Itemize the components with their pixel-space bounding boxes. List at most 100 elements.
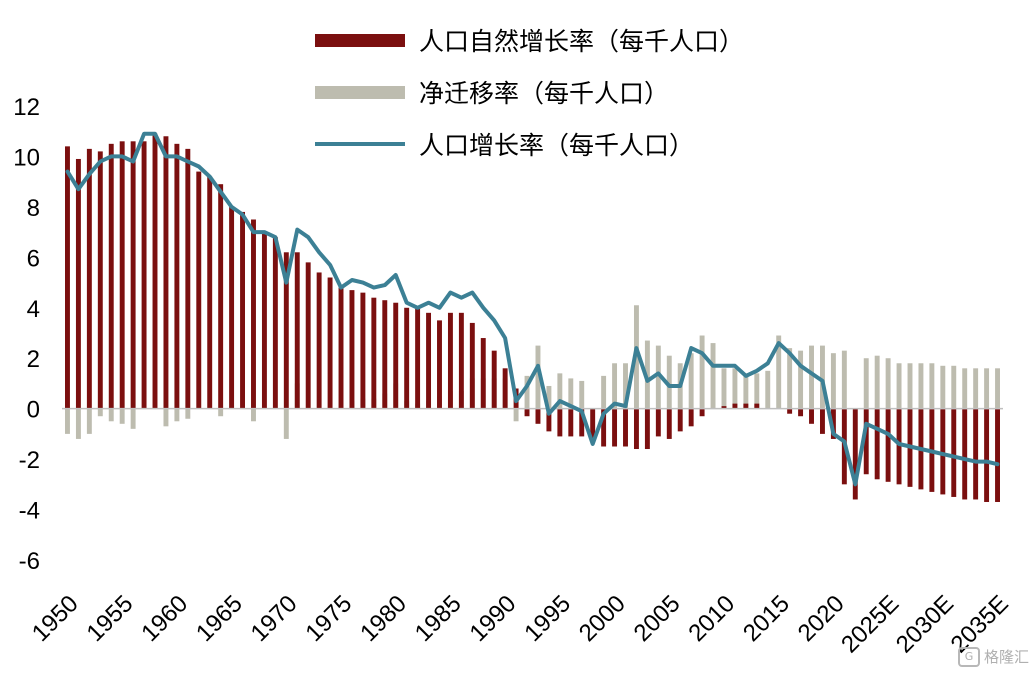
x-tick-label: 1990: [465, 590, 522, 647]
x-tick-label: 1965: [191, 590, 248, 647]
y-tick-label: -6: [19, 548, 40, 575]
natural-growth-bar: [743, 403, 749, 409]
natural-growth-bar: [623, 408, 628, 447]
natural-growth-bar: [644, 408, 650, 450]
watermark-text: 格隆汇: [983, 648, 1029, 666]
natural-growth-bar: [655, 408, 661, 437]
natural-growth-bar: [798, 408, 804, 417]
natural-growth-bar: [633, 408, 639, 450]
net-migration-bar: [710, 343, 716, 409]
net-migration-bar: [776, 335, 782, 409]
natural-growth-bar: [940, 408, 946, 495]
legend-swatch-net-migration: [315, 85, 405, 99]
net-migration-bar: [655, 345, 661, 409]
net-migration-bar: [535, 345, 541, 409]
legend-item-population-growth: 人口增长率（每千人口）: [315, 118, 744, 170]
natural-growth-bar: [874, 408, 880, 480]
net-migration-bar: [65, 408, 70, 434]
natural-growth-bar: [601, 408, 607, 447]
x-tick-label: 2000: [574, 590, 631, 647]
natural-growth-bar: [283, 252, 289, 409]
natural-growth-bar: [65, 146, 70, 409]
natural-growth-bar: [787, 408, 793, 414]
net-migration-bar: [995, 368, 1000, 409]
natural-growth-bar: [590, 408, 596, 442]
natural-growth-bar: [754, 403, 760, 409]
natural-growth-bar: [360, 292, 366, 409]
x-tick-label: 1995: [519, 590, 576, 647]
natural-growth-bar: [108, 143, 114, 409]
natural-growth-bar: [995, 408, 1000, 502]
net-migration-bar: [962, 368, 968, 409]
x-tick-label: 1975: [300, 590, 357, 647]
y-axis: -6 -4 -2 0 2 4 6 8 10 12: [13, 94, 40, 575]
natural-growth-bar: [141, 141, 147, 409]
natural-growth-bar: [546, 408, 552, 432]
natural-growth-bar: [819, 408, 825, 434]
natural-growth-bar: [732, 403, 738, 409]
net-migration-bar: [984, 368, 990, 409]
net-migration-bar: [283, 408, 289, 439]
natural-growth-bar: [415, 307, 421, 409]
natural-growth-bar: [469, 322, 475, 409]
natural-growth-bar: [305, 262, 311, 409]
natural-growth-bar: [163, 136, 169, 409]
x-tick-label: 2030E: [891, 590, 959, 658]
natural-growth-bar: [699, 408, 705, 417]
natural-growth-bar: [240, 211, 246, 409]
net-migration-bar: [940, 365, 946, 409]
natural-growth-bar: [896, 408, 902, 485]
natural-growth-bars: [65, 133, 1000, 502]
natural-growth-bar: [666, 408, 672, 439]
net-migration-bar: [130, 408, 136, 429]
x-tick-label: 1950: [27, 590, 84, 647]
natural-growth-bar: [207, 176, 213, 409]
natural-growth-bar: [119, 141, 125, 409]
net-migration-bar: [896, 363, 902, 409]
y-tick-label: 2: [27, 346, 40, 373]
natural-growth-bar: [962, 408, 968, 500]
natural-growth-bar: [863, 408, 869, 475]
natural-growth-bar: [984, 408, 990, 502]
x-tick-label: 2010: [683, 590, 740, 647]
watermark-logo-icon: G: [957, 646, 980, 667]
y-tick-label: -4: [19, 498, 40, 525]
net-migration-bar: [513, 408, 519, 422]
net-migration-bar: [251, 408, 256, 422]
net-migration-bar: [75, 408, 81, 439]
x-tick-label: 1980: [355, 590, 412, 647]
natural-growth-bar: [524, 408, 530, 417]
y-tick-label: -2: [19, 447, 40, 474]
natural-growth-bar: [458, 312, 464, 409]
natural-growth-bar: [568, 408, 574, 437]
net-migration-bar: [951, 365, 957, 409]
net-migration-bar: [863, 358, 869, 409]
legend-label-net-migration: 净迁移率（每千人口）: [419, 79, 670, 108]
x-tick-label: 2015: [738, 590, 795, 647]
y-tick-label: 4: [27, 296, 40, 323]
y-tick-label: 6: [27, 245, 40, 272]
natural-growth-bar: [196, 171, 202, 409]
natural-growth-bar: [951, 408, 957, 497]
net-migration-bar: [185, 408, 191, 419]
natural-growth-bar: [480, 338, 486, 409]
natural-growth-bar: [535, 408, 541, 424]
net-migration-bar: [809, 345, 814, 409]
natural-growth-bar: [677, 408, 683, 432]
net-migration-bar: [108, 408, 114, 422]
net-migration-bar: [218, 408, 224, 417]
net-migration-bar: [754, 373, 760, 409]
natural-growth-bar: [885, 408, 891, 482]
net-migration-bar: [666, 355, 672, 409]
net-migration-bar: [874, 355, 880, 409]
net-migration-bar: [601, 375, 607, 409]
net-migration-bar: [721, 368, 727, 409]
natural-growth-bar: [852, 408, 858, 500]
y-tick-label: 12: [13, 94, 40, 121]
natural-growth-bar: [447, 312, 453, 409]
legend-label-natural-growth: 人口自然增长率（每千人口）: [419, 27, 745, 56]
net-migration-bar: [568, 378, 574, 409]
net-migration-bar: [907, 363, 913, 409]
net-migration-bar: [732, 368, 738, 409]
net-migration-bar: [524, 375, 530, 409]
